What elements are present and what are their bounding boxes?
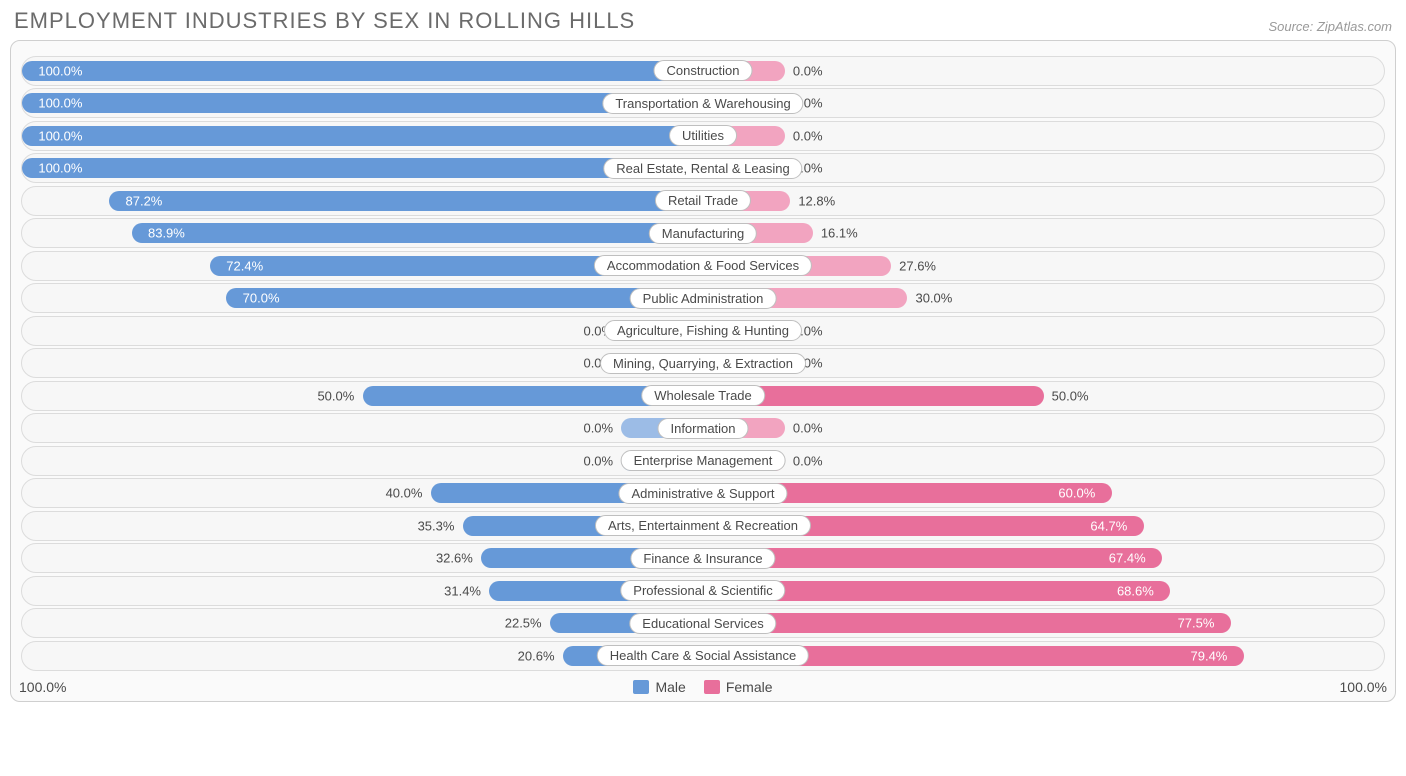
category-label: Educational Services xyxy=(629,613,776,634)
chart-row: 31.4% 68.6% Professional & Scientific xyxy=(21,576,1385,606)
value-male: 31.4% xyxy=(444,583,481,598)
value-male: 22.5% xyxy=(505,616,542,631)
category-label: Real Estate, Rental & Leasing xyxy=(603,158,802,179)
category-label: Manufacturing xyxy=(649,223,757,244)
value-female: 68.6% xyxy=(1117,583,1154,598)
chart-row: 100.0% 0.0% Utilities xyxy=(21,121,1385,151)
chart-row: 100.0%0.0%Transportation & Warehousing xyxy=(21,88,1385,118)
value-male: 87.2% xyxy=(126,193,163,208)
value-male: 83.9% xyxy=(148,226,185,241)
value-male: 72.4% xyxy=(226,258,263,273)
category-label: Information xyxy=(657,418,748,439)
chart-row: 32.6% 67.4% Finance & Insurance xyxy=(21,543,1385,573)
value-male: 0.0% xyxy=(583,453,613,468)
category-label: Wholesale Trade xyxy=(641,385,765,406)
category-label: Construction xyxy=(654,60,753,81)
chart-row: 35.3% 64.7% Arts, Entertainment & Recreati… xyxy=(21,511,1385,541)
chart-row: 100.0% 0.0% Construction xyxy=(21,56,1385,86)
value-female: 27.6% xyxy=(899,258,936,273)
category-label: Finance & Insurance xyxy=(630,548,775,569)
value-male: 100.0% xyxy=(38,63,82,78)
category-label: Administrative & Support xyxy=(618,483,787,504)
legend-label-female: Female xyxy=(726,679,773,695)
chart-row: 83.9% 16.1% Manufacturing xyxy=(21,218,1385,248)
chart-source: Source: ZipAtlas.com xyxy=(1268,19,1392,34)
chart-row: 0.0%0.0%Agriculture, Fishing & Hunting xyxy=(21,316,1385,346)
chart-row: 100.0%0.0%Real Estate, Rental & Leasing xyxy=(21,153,1385,183)
value-male: 100.0% xyxy=(38,161,82,176)
category-label: Public Administration xyxy=(630,288,777,309)
category-label: Health Care & Social Assistance xyxy=(597,645,809,666)
chart-row: 0.0% 0.0% Information xyxy=(21,413,1385,443)
legend: Male Female xyxy=(11,679,1395,695)
value-male: 70.0% xyxy=(243,291,280,306)
chart-title: EMPLOYMENT INDUSTRIES BY SEX IN ROLLING … xyxy=(14,8,635,34)
category-label: Utilities xyxy=(669,125,737,146)
bar-male xyxy=(22,126,703,146)
category-label: Retail Trade xyxy=(655,190,751,211)
legend-swatch-male xyxy=(633,680,649,694)
chart-header: EMPLOYMENT INDUSTRIES BY SEX IN ROLLING … xyxy=(10,8,1396,40)
bar-male xyxy=(22,158,703,178)
value-male: 100.0% xyxy=(38,128,82,143)
chart-row: 50.0% 50.0% Wholesale Trade xyxy=(21,381,1385,411)
legend-female: Female xyxy=(704,679,773,695)
legend-male: Male xyxy=(633,679,685,695)
category-label: Enterprise Management xyxy=(621,450,786,471)
bar-male xyxy=(109,191,703,211)
category-label: Transportation & Warehousing xyxy=(602,93,803,114)
value-male: 100.0% xyxy=(38,96,82,111)
chart-row: 87.2% 12.8% Retail Trade xyxy=(21,186,1385,216)
bar-female xyxy=(703,613,1231,633)
value-female: 30.0% xyxy=(915,291,952,306)
value-female: 12.8% xyxy=(798,193,835,208)
legend-swatch-female xyxy=(704,680,720,694)
value-female: 0.0% xyxy=(793,63,823,78)
category-label: Mining, Quarrying, & Extraction xyxy=(600,353,806,374)
chart-row: 22.5% 77.5% Educational Services xyxy=(21,608,1385,638)
value-female: 0.0% xyxy=(793,421,823,436)
value-male: 50.0% xyxy=(317,388,354,403)
bar-male xyxy=(22,93,703,113)
value-male: 40.0% xyxy=(386,486,423,501)
value-male: 35.3% xyxy=(418,518,455,533)
chart-area: 100.0% 100.0% 100.0%0.0%Construction100.… xyxy=(10,40,1396,702)
value-male: 0.0% xyxy=(583,421,613,436)
value-female: 79.4% xyxy=(1191,648,1228,663)
value-female: 67.4% xyxy=(1109,551,1146,566)
chart-row: 70.0% 30.0% Public Administration xyxy=(21,283,1385,313)
category-label: Agriculture, Fishing & Hunting xyxy=(604,320,802,341)
legend-label-male: Male xyxy=(655,679,685,695)
value-female: 64.7% xyxy=(1090,518,1127,533)
chart-row: 0.0% 0.0% Enterprise Management xyxy=(21,446,1385,476)
category-label: Accommodation & Food Services xyxy=(594,255,812,276)
chart-row: 0.0%0.0%Mining, Quarrying, & Extraction xyxy=(21,348,1385,378)
value-female: 16.1% xyxy=(821,226,858,241)
category-label: Professional & Scientific xyxy=(620,580,785,601)
chart-row: 72.4% 27.6% Accommodation & Food Services xyxy=(21,251,1385,281)
value-male: 20.6% xyxy=(518,648,555,663)
category-label: Arts, Entertainment & Recreation xyxy=(595,515,811,536)
value-female: 0.0% xyxy=(793,128,823,143)
value-female: 60.0% xyxy=(1058,486,1095,501)
value-female: 0.0% xyxy=(793,453,823,468)
bar-male xyxy=(132,223,703,243)
bar-male xyxy=(22,61,703,81)
value-female: 77.5% xyxy=(1178,616,1215,631)
chart-row: 40.0% 60.0% Administrative & Support xyxy=(21,478,1385,508)
value-male: 32.6% xyxy=(436,551,473,566)
chart-row: 20.6% 79.4% Health Care & Social Assistanc… xyxy=(21,641,1385,671)
value-female: 50.0% xyxy=(1052,388,1089,403)
